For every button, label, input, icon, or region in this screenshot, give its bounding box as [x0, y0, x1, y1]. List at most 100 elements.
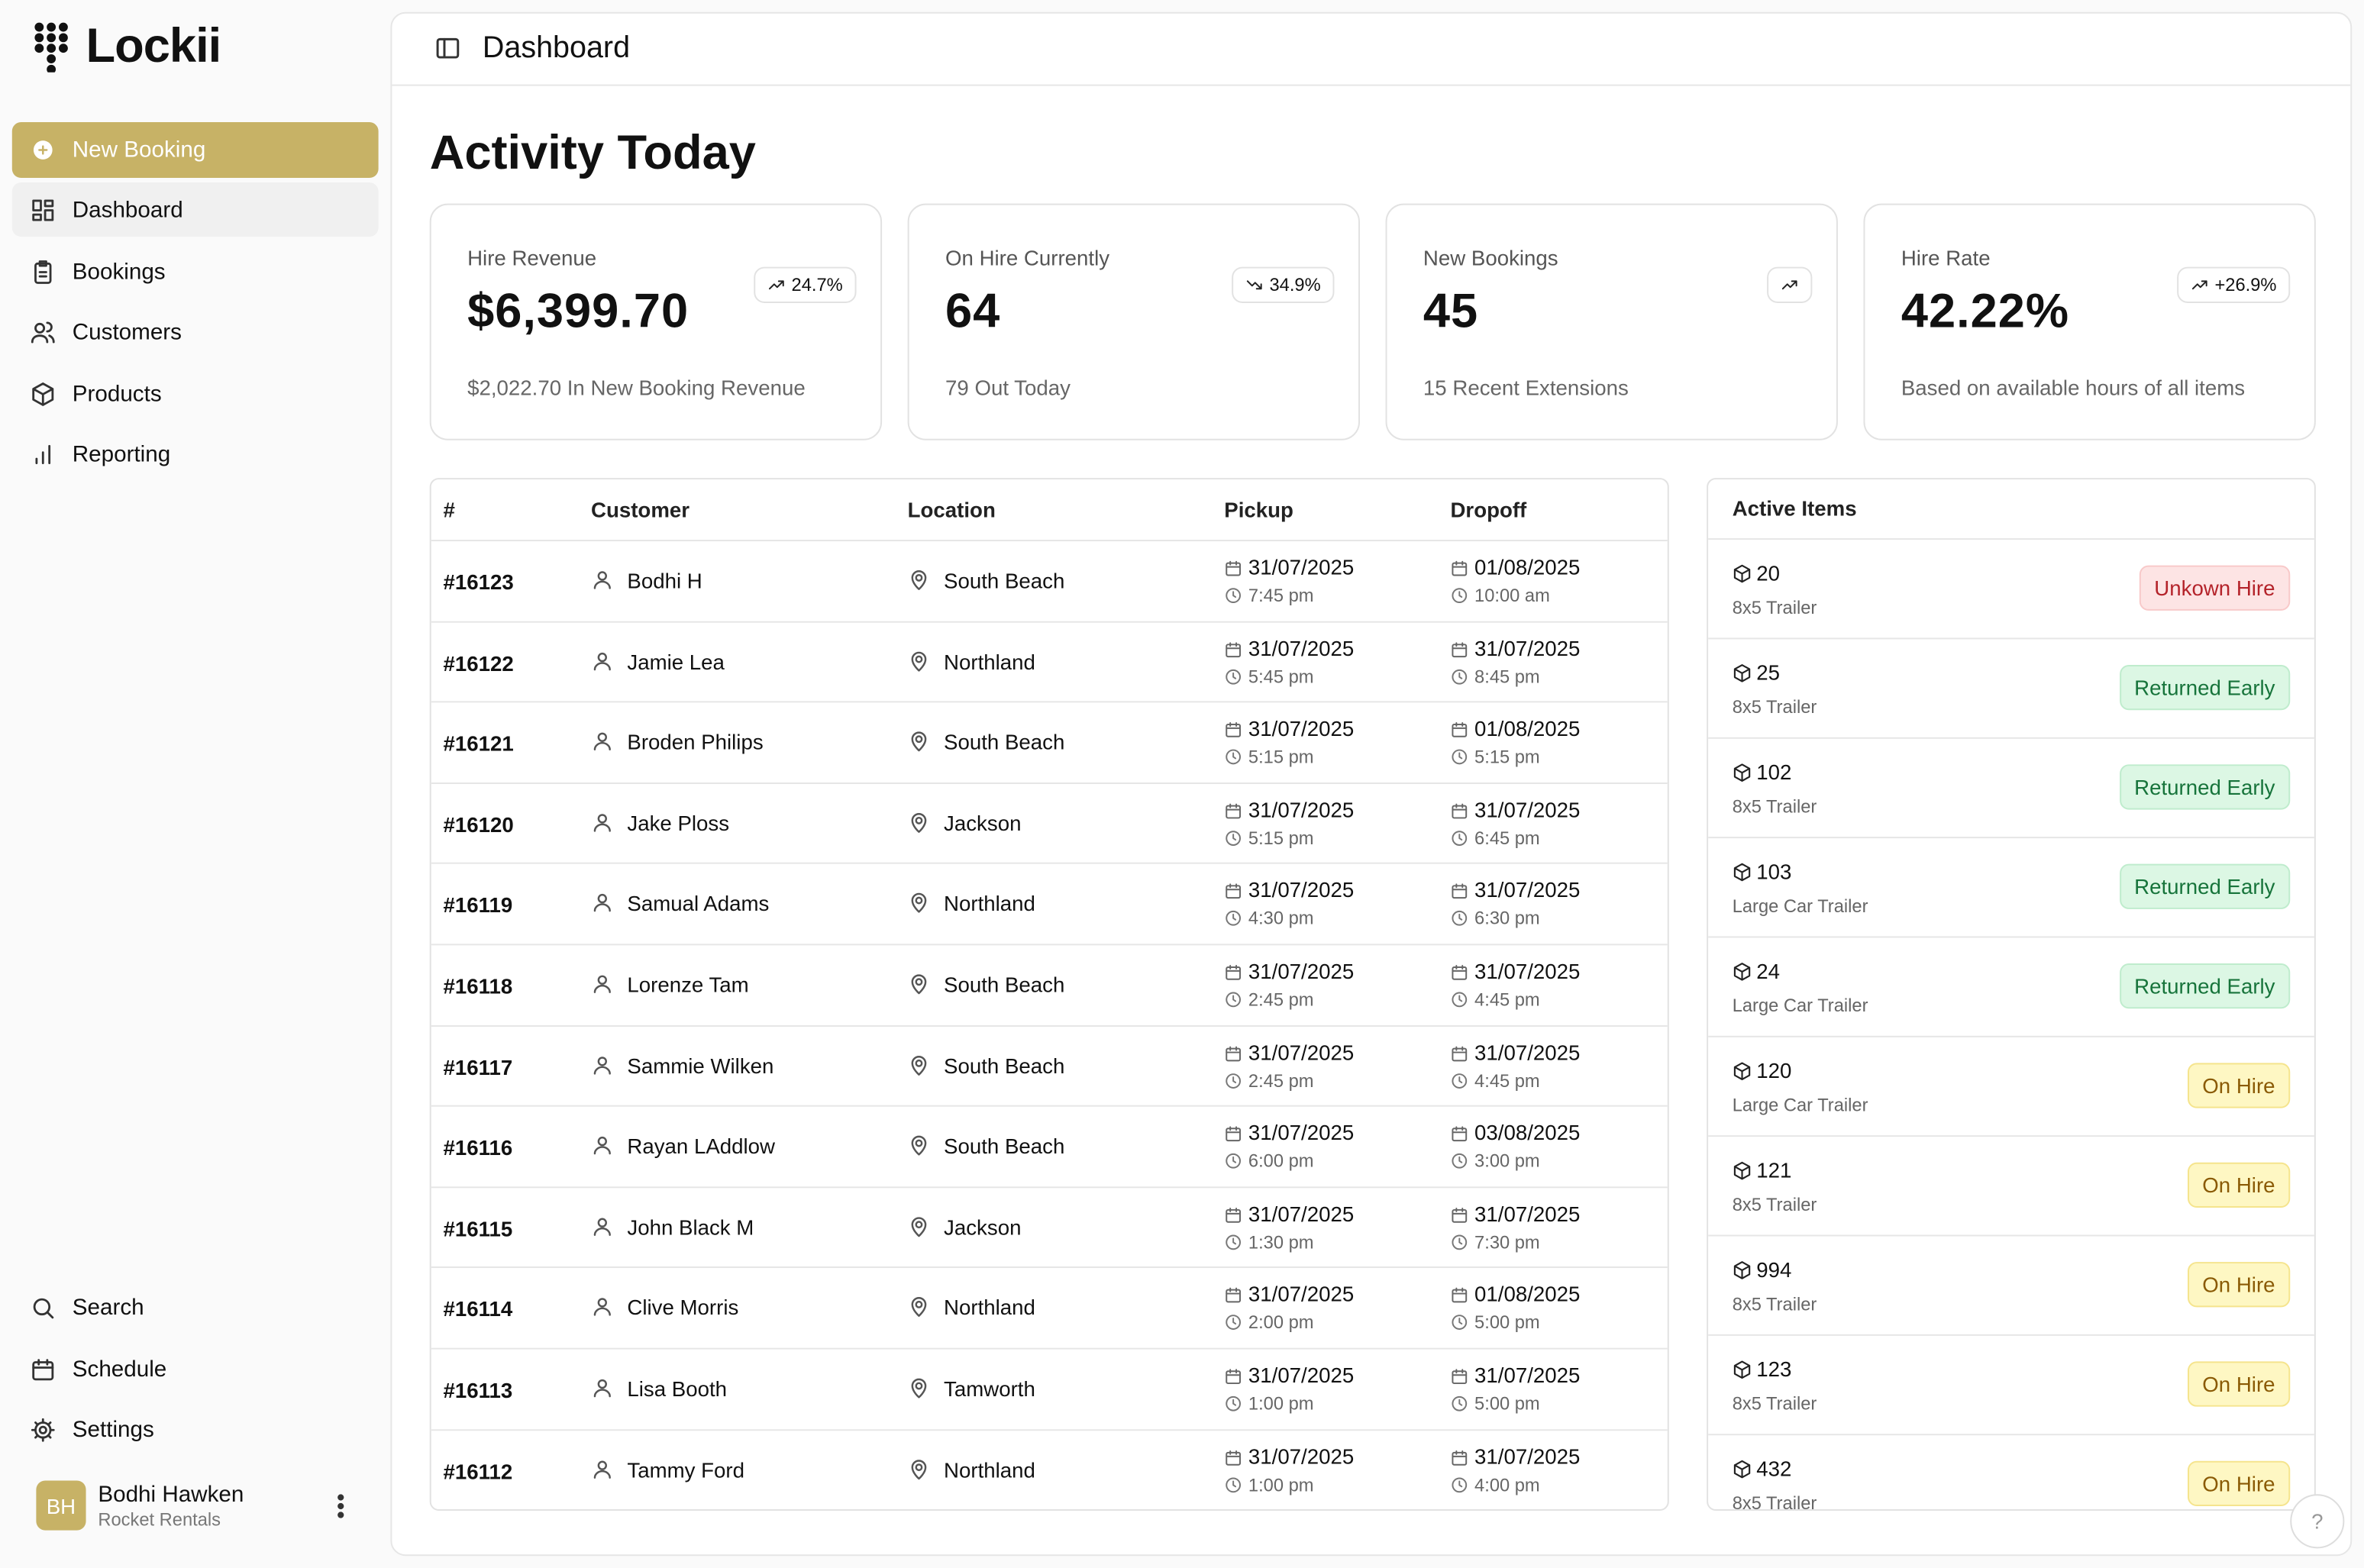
pickup-date: 31/07/2025	[1248, 1444, 1355, 1468]
dropoff-date: 31/07/2025	[1474, 635, 1581, 660]
nav-item[interactable]: Dashboard	[11, 182, 379, 237]
booking-id: #16114	[443, 1297, 513, 1321]
box-icon	[1733, 664, 1751, 682]
bars-icon	[35, 444, 51, 465]
booking-id: #16112	[443, 1458, 513, 1483]
booking-row[interactable]: #16113 Lisa Booth Tamworth 31/07/2025 1:00 p…	[431, 1347, 1668, 1431]
clock-icon	[1226, 588, 1242, 604]
active-item[interactable]: 432 8x5 Trailer On Hire	[1708, 1434, 2314, 1509]
main-panel: Dashboard Activity Today Hire Revenue $6,39…	[390, 11, 2353, 1557]
cal-icon	[1226, 722, 1242, 738]
cal-icon	[32, 1358, 54, 1380]
item-number: 120	[1756, 1058, 1792, 1083]
box-icon	[1733, 1062, 1751, 1081]
booking-row[interactable]: #16123 Bodhi H South Beach 31/07/2025 7:45 p…	[431, 540, 1668, 622]
clock-icon	[1452, 669, 1468, 684]
stat-value: 45	[1423, 283, 1479, 338]
booking-row[interactable]: #16117 Sammie Wilken South Beach 31/07/2025…	[431, 1024, 1668, 1107]
cal-icon	[1452, 1369, 1468, 1385]
active-item[interactable]: 103 Large Car Trailer Returned Early	[1708, 837, 2314, 937]
column-header: #	[443, 497, 455, 522]
dropoff-date: 31/07/2025	[1474, 797, 1581, 821]
nav-item[interactable]: Products	[12, 366, 379, 420]
clock-icon	[1452, 992, 1468, 1008]
pickup-date: 31/07/2025	[1248, 1039, 1355, 1064]
booking-id: #16117	[443, 1054, 513, 1079]
cal-icon	[1226, 884, 1242, 899]
dropoff-time: 6:30 pm	[1474, 908, 1540, 930]
clock-icon	[1452, 1315, 1468, 1331]
item-type: 8x5 Trailer	[1732, 1392, 1817, 1415]
dots-icon	[337, 1494, 344, 1518]
active-item[interactable]: 121 8x5 Trailer On Hire	[1708, 1135, 2314, 1236]
booking-id: #16118	[443, 973, 513, 999]
item-number: 432	[1756, 1456, 1792, 1481]
nav-item[interactable]: Schedule	[12, 1341, 379, 1395]
location: Northland	[944, 891, 1035, 916]
booking-row[interactable]: #16114 Clive Morris Northland 31/07/2025 2:0…	[431, 1266, 1668, 1350]
user-company: Rocket Rentals	[98, 1508, 221, 1531]
cal-icon	[1452, 1450, 1468, 1465]
location: Northland	[944, 1295, 1035, 1320]
clock-icon	[1226, 1476, 1242, 1492]
nav-item[interactable]: Search	[12, 1280, 379, 1334]
active-item[interactable]: 994 8x5 Trailer On Hire	[1708, 1234, 2314, 1336]
item-type: 8x5 Trailer	[1732, 795, 1817, 818]
status-badge: Returned Early	[2119, 963, 2291, 1009]
active-item[interactable]: 120 Large Car Trailer On Hire	[1708, 1035, 2314, 1137]
customer-name: Samual Adams	[627, 891, 770, 916]
booking-row[interactable]: #16116 Rayan LAddlow South Beach 31/07/2025…	[431, 1105, 1668, 1188]
dropoff-date: 31/07/2025	[1474, 1363, 1581, 1387]
active-item[interactable]: 24 Large Car Trailer Returned Early	[1708, 936, 2314, 1037]
stat-label: New Bookings	[1423, 245, 1558, 270]
customer-name: Broden Philips	[627, 730, 764, 754]
new-booking-button[interactable]: New Booking	[11, 121, 379, 179]
booking-row[interactable]: #16121 Broden Philips South Beach 31/07/202…	[431, 701, 1668, 784]
pin-icon	[911, 570, 927, 590]
pickup-date: 31/07/2025	[1248, 554, 1355, 579]
active-item[interactable]: 20 8x5 Trailer Unkown Hire	[1708, 538, 2314, 639]
header-divider	[392, 84, 2351, 86]
customer-name: Rayan LAddlow	[627, 1134, 776, 1159]
active-item[interactable]: 123 8x5 Trailer On Hire	[1708, 1334, 2314, 1435]
clock-icon	[1226, 749, 1242, 765]
help-button[interactable]: ?	[2290, 1494, 2345, 1549]
user-menu[interactable]	[325, 1491, 355, 1521]
booking-id: #16113	[443, 1378, 513, 1402]
clock-icon	[1226, 1073, 1242, 1089]
clip-icon	[34, 260, 52, 283]
nav-item[interactable]: Bookings	[12, 244, 379, 298]
booking-row[interactable]: #16115 John Black M Jackson 31/07/2025 1:30 …	[431, 1186, 1668, 1269]
box-icon	[1733, 1460, 1751, 1479]
nav-item[interactable]: Settings	[12, 1402, 379, 1457]
status-badge: Returned Early	[2119, 664, 2291, 711]
item-number: 121	[1756, 1157, 1792, 1182]
column-header: Location	[907, 497, 996, 522]
active-item[interactable]: 25 8x5 Trailer Returned Early	[1708, 637, 2314, 738]
booking-row[interactable]: #16120 Jake Ploss Jackson 31/07/2025 5:15 pm…	[431, 782, 1668, 865]
pin-icon	[911, 1216, 927, 1237]
status-badge: On Hire	[2187, 1162, 2291, 1208]
stat-change-text: 24.7%	[791, 274, 843, 296]
avatar: BH	[36, 1480, 86, 1531]
cal-icon	[1452, 722, 1468, 738]
box-icon	[1733, 1261, 1751, 1279]
status-badge: On Hire	[2187, 1063, 2291, 1108]
clock-icon	[1452, 749, 1468, 765]
booking-row[interactable]: #16119 Samual Adams Northland 31/07/2025 4:3…	[431, 863, 1668, 945]
sidebar-toggle[interactable]	[434, 34, 464, 65]
nav-item[interactable]: Customers	[12, 305, 379, 359]
cal-icon	[1226, 1450, 1242, 1465]
booking-row[interactable]: #16112 Tammy Ford Northland 31/07/2025 1:00 …	[431, 1428, 1668, 1508]
booking-row[interactable]: #16122 Jamie Lea Northland 31/07/2025 5:45 p…	[431, 620, 1668, 703]
booking-row[interactable]: #16118 Lorenze Tam South Beach 31/07/2025 2:…	[431, 944, 1668, 1026]
pickup-time: 1:30 pm	[1248, 1231, 1314, 1253]
nav-item[interactable]: Reporting	[12, 427, 379, 481]
dropoff-date: 31/07/2025	[1474, 1039, 1581, 1064]
nav-label: Dashboard	[72, 197, 183, 224]
stat-change: +26.9%	[2177, 266, 2291, 303]
active-item[interactable]: 102 8x5 Trailer Returned Early	[1708, 737, 2314, 838]
stat-change	[1767, 266, 1813, 303]
person-icon	[593, 975, 611, 994]
box-icon	[1733, 1360, 1751, 1379]
